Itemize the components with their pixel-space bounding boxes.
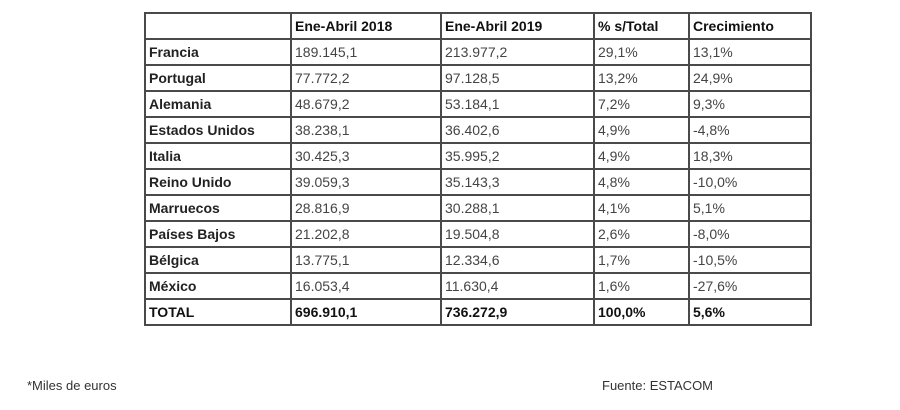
total-label-cell: TOTAL: [144, 298, 292, 326]
table-row: Bélgica 13.775,1 12.334,6 1,7% -10,5%: [144, 246, 812, 274]
country-cell: Países Bajos: [144, 220, 292, 248]
value-2019-cell: 213.977,2: [440, 38, 595, 66]
country-cell: Francia: [144, 38, 292, 66]
value-2019-cell: 97.128,5: [440, 64, 595, 92]
value-2018-cell: 189.145,1: [290, 38, 442, 66]
export-table: Ene-Abril 2018 Ene-Abril 2019 % s/Total …: [144, 12, 812, 326]
value-2018-cell: 16.053,4: [290, 272, 442, 300]
share-cell: 4,8%: [593, 168, 690, 196]
table-row: Reino Unido 39.059,3 35.143,3 4,8% -10,0…: [144, 168, 812, 196]
table-header-row: Ene-Abril 2018 Ene-Abril 2019 % s/Total …: [144, 12, 812, 40]
table-row: Estados Unidos 38.238,1 36.402,6 4,9% -4…: [144, 116, 812, 144]
value-2019-cell: 35.143,3: [440, 168, 595, 196]
share-cell: 1,6%: [593, 272, 690, 300]
header-share: % s/Total: [593, 12, 690, 40]
total-share-cell: 100,0%: [593, 298, 690, 326]
total-growth-cell: 5,6%: [688, 298, 812, 326]
country-cell: Bélgica: [144, 246, 292, 274]
table-row: México 16.053,4 11.630,4 1,6% -27,6%: [144, 272, 812, 300]
value-2019-cell: 30.288,1: [440, 194, 595, 222]
value-2019-cell: 36.402,6: [440, 116, 595, 144]
table-row: Francia 189.145,1 213.977,2 29,1% 13,1%: [144, 38, 812, 66]
value-2018-cell: 13.775,1: [290, 246, 442, 274]
value-2018-cell: 30.425,3: [290, 142, 442, 170]
value-2018-cell: 21.202,8: [290, 220, 442, 248]
growth-cell: 24,9%: [688, 64, 812, 92]
growth-cell: -4,8%: [688, 116, 812, 144]
share-cell: 13,2%: [593, 64, 690, 92]
value-2019-cell: 11.630,4: [440, 272, 595, 300]
growth-cell: 9,3%: [688, 90, 812, 118]
growth-cell: 5,1%: [688, 194, 812, 222]
table-row: Italia 30.425,3 35.995,2 4,9% 18,3%: [144, 142, 812, 170]
header-2018: Ene-Abril 2018: [290, 12, 442, 40]
units-footnote: *Miles de euros: [27, 378, 117, 393]
growth-cell: -27,6%: [688, 272, 812, 300]
total-2019-cell: 736.272,9: [440, 298, 595, 326]
country-cell: Reino Unido: [144, 168, 292, 196]
country-cell: México: [144, 272, 292, 300]
share-cell: 4,1%: [593, 194, 690, 222]
country-cell: Estados Unidos: [144, 116, 292, 144]
value-2018-cell: 77.772,2: [290, 64, 442, 92]
table-row: Portugal 77.772,2 97.128,5 13,2% 24,9%: [144, 64, 812, 92]
growth-cell: 18,3%: [688, 142, 812, 170]
share-cell: 2,6%: [593, 220, 690, 248]
growth-cell: -10,5%: [688, 246, 812, 274]
country-cell: Marruecos: [144, 194, 292, 222]
total-row: TOTAL 696.910,1 736.272,9 100,0% 5,6%: [144, 298, 812, 326]
growth-cell: 13,1%: [688, 38, 812, 66]
value-2018-cell: 48.679,2: [290, 90, 442, 118]
value-2019-cell: 12.334,6: [440, 246, 595, 274]
share-cell: 1,7%: [593, 246, 690, 274]
share-cell: 4,9%: [593, 116, 690, 144]
share-cell: 4,9%: [593, 142, 690, 170]
growth-cell: -10,0%: [688, 168, 812, 196]
country-cell: Italia: [144, 142, 292, 170]
share-cell: 7,2%: [593, 90, 690, 118]
country-cell: Alemania: [144, 90, 292, 118]
table-row: Marruecos 28.816,9 30.288,1 4,1% 5,1%: [144, 194, 812, 222]
value-2019-cell: 35.995,2: [440, 142, 595, 170]
value-2019-cell: 53.184,1: [440, 90, 595, 118]
header-2019: Ene-Abril 2019: [440, 12, 595, 40]
total-2018-cell: 696.910,1: [290, 298, 442, 326]
source-note: Fuente: ESTACOM: [602, 378, 714, 393]
value-2019-cell: 19.504,8: [440, 220, 595, 248]
value-2018-cell: 39.059,3: [290, 168, 442, 196]
table-row: Alemania 48.679,2 53.184,1 7,2% 9,3%: [144, 90, 812, 118]
share-cell: 29,1%: [593, 38, 690, 66]
header-country: [144, 12, 292, 40]
growth-cell: -8,0%: [688, 220, 812, 248]
header-growth: Crecimiento: [688, 12, 812, 40]
value-2018-cell: 28.816,9: [290, 194, 442, 222]
table-row: Países Bajos 21.202,8 19.504,8 2,6% -8,0…: [144, 220, 812, 248]
value-2018-cell: 38.238,1: [290, 116, 442, 144]
country-cell: Portugal: [144, 64, 292, 92]
